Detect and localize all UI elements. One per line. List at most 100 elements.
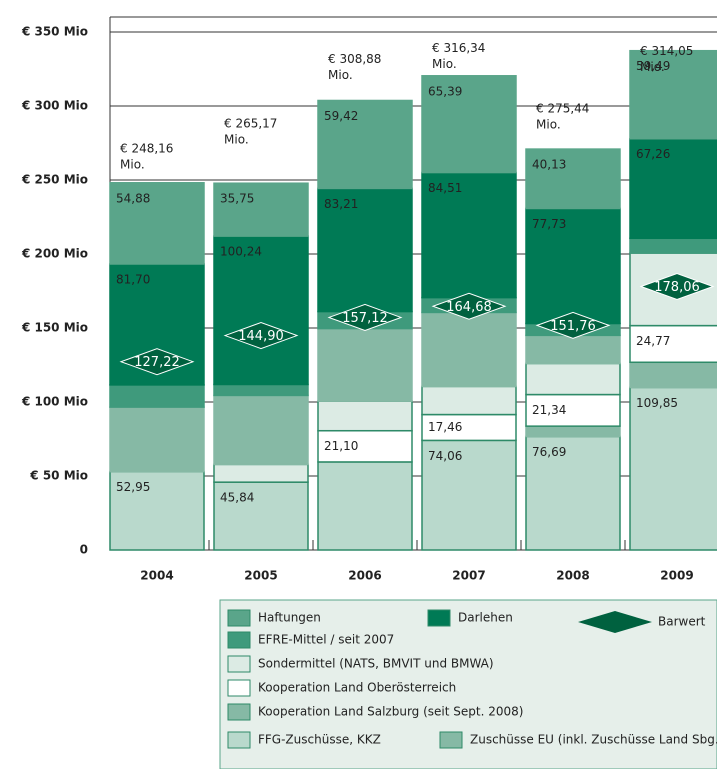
x-tick-label: 2008 [556, 569, 589, 583]
bar-segment [213, 463, 309, 483]
bar-segment [317, 400, 413, 432]
data-label: 100,24 [220, 245, 262, 259]
bar-segment [109, 406, 205, 473]
legend-label: Kooperation Land Salzburg (seit Sept. 20… [258, 705, 523, 719]
data-label: 21,10 [324, 439, 358, 453]
data-label: 84,51 [428, 181, 462, 195]
total-label: € 248,16 Mio. [120, 141, 173, 171]
barwert-label: 151,76 [550, 319, 596, 334]
legend-swatch [439, 731, 463, 749]
y-tick-label: € 250 Mio [21, 173, 88, 187]
y-tick-label: 0 [80, 543, 88, 557]
legend-swatch [227, 679, 251, 697]
x-tick-label: 2006 [348, 569, 381, 583]
bar-segment [629, 49, 717, 140]
total-label: € 314,05 Mio. [640, 44, 693, 74]
x-tick-label: 2004 [140, 569, 173, 583]
bar-segment [213, 394, 309, 466]
bar-segment [629, 361, 717, 389]
bar-segment [317, 327, 413, 402]
data-label: 35,75 [220, 192, 254, 206]
x-tick-label: 2007 [452, 569, 485, 583]
bar-segment [525, 207, 621, 325]
data-label: 24,77 [636, 334, 670, 348]
bar-segment [525, 148, 621, 210]
bar-segment [525, 362, 621, 396]
data-label: 59,49 [636, 59, 670, 73]
data-label: 40,13 [532, 158, 566, 172]
barwert-marker [535, 311, 611, 339]
barwert-label: 144,90 [238, 329, 284, 344]
legend-label: Kooperation Land Oberösterreich [258, 681, 456, 695]
x-tick-label: 2009 [660, 569, 693, 583]
x-tick-label: 2005 [244, 569, 277, 583]
data-label: 74,06 [428, 449, 462, 463]
bar-segment [109, 182, 205, 265]
bar-segment [317, 461, 413, 551]
data-label: 81,70 [116, 272, 150, 286]
bar-segment [525, 425, 621, 438]
data-label: 17,46 [428, 420, 462, 434]
legend-swatch [227, 655, 251, 673]
data-label: 76,69 [532, 445, 566, 459]
bar-segment [109, 470, 205, 551]
bar-segment [525, 393, 621, 427]
barwert-marker [223, 322, 299, 350]
bar-segment [629, 137, 717, 240]
legend-box [219, 599, 717, 769]
y-tick-label: € 50 Mio [29, 469, 88, 483]
bar-segment [421, 75, 517, 174]
bar-segment [525, 334, 621, 365]
total-label: € 308,88 Mio. [328, 51, 381, 81]
bar-segment [421, 385, 517, 416]
bar-segment [629, 237, 717, 254]
bar-segment [421, 311, 517, 388]
legend-barwert [578, 611, 652, 633]
bar-segment [421, 171, 517, 299]
data-label: 21,34 [532, 403, 566, 417]
legend-swatch [227, 631, 251, 649]
data-label: 83,21 [324, 197, 358, 211]
y-tick-label: € 100 Mio [21, 395, 88, 409]
legend-swatch [227, 731, 251, 749]
total-label: € 275,44 Mio. [536, 101, 589, 131]
data-label: 65,39 [428, 84, 462, 98]
data-label: 45,84 [220, 491, 254, 505]
legend-label: Darlehen [458, 611, 513, 625]
total-label: € 265,17 Mio. [224, 116, 277, 146]
legend-label: EFRE-Mittel / seit 2007 [258, 633, 394, 647]
barwert-label: 127,22 [134, 355, 180, 370]
barwert-marker [431, 292, 507, 320]
barwert-label: 164,68 [446, 300, 492, 315]
legend-swatch [227, 703, 251, 721]
bar-segment [317, 99, 413, 190]
data-label: 109,85 [636, 396, 678, 410]
bar-segment [213, 481, 309, 551]
barwert-label: 157,12 [342, 311, 388, 326]
data-label: 52,95 [116, 480, 150, 494]
data-label: 67,26 [636, 147, 670, 161]
bar-segment [317, 429, 413, 463]
bar-segment [213, 383, 309, 397]
legend-label: FFG-Zuschüsse, KKZ [258, 733, 381, 747]
legend-swatch [427, 609, 451, 627]
legend-label: Barwert [658, 615, 706, 629]
data-label: 54,88 [116, 191, 150, 205]
total-label: € 316,34 Mio. [432, 40, 485, 70]
barwert-marker [639, 272, 715, 301]
y-tick-label: € 150 Mio [21, 321, 88, 335]
barwert-marker [119, 348, 195, 376]
bar-segment [317, 187, 413, 313]
y-tick-label: € 350 Mio [21, 25, 88, 39]
barwert-label: 178,06 [654, 280, 700, 295]
y-tick-label: € 300 Mio [21, 99, 88, 113]
barwert-marker [327, 303, 403, 331]
bar-segment [213, 182, 309, 237]
bar-segment [629, 386, 717, 551]
legend-label: Haftungen [258, 611, 321, 625]
data-label: 59,42 [324, 109, 358, 123]
data-label: 77,73 [532, 217, 566, 231]
legend-label: Sondermittel (NATS, BMVIT und BMWA) [258, 657, 494, 671]
legend-label: Zuschüsse EU (inkl. Zuschüsse Land Sbg.) [470, 733, 717, 747]
